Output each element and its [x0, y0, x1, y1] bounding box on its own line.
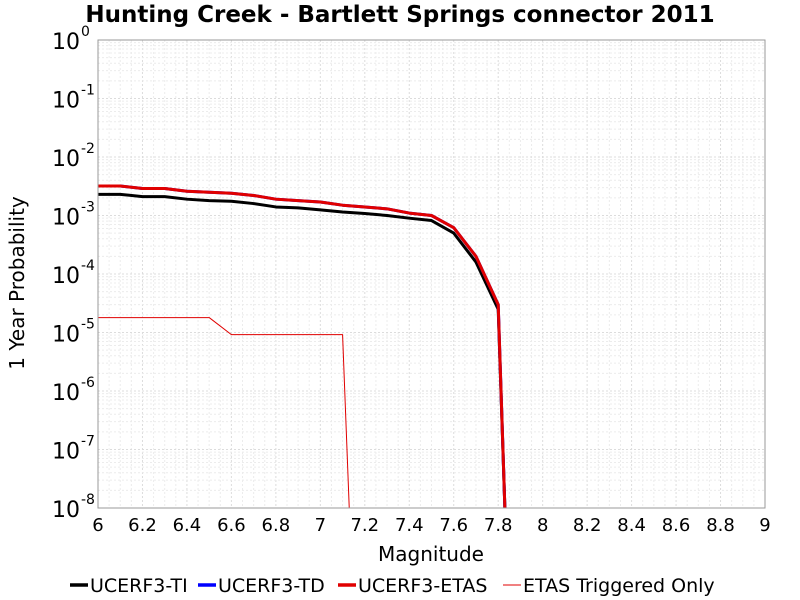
x-tick-label: 7.2 — [350, 515, 379, 536]
x-tick-label: 8.6 — [662, 515, 691, 536]
y-tick-exponent: -5 — [81, 317, 95, 333]
legend: UCERF3-TI UCERF3-TD UCERF3-ETAS ETAS Trigge… — [70, 575, 715, 597]
legend-label: UCERF3-TD — [218, 575, 325, 597]
y-tick-label: 10 -2 — [52, 141, 95, 172]
y-tick-base: 10 — [52, 440, 80, 465]
y-tick-base: 10 — [52, 381, 80, 406]
x-tick-label: 8.4 — [617, 515, 646, 536]
x-tick-label: 6.4 — [173, 515, 202, 536]
legend-item: UCERF3-ETAS — [338, 575, 487, 597]
series-line-ucerf3-ti — [98, 192, 507, 508]
y-tick-base: 10 — [52, 323, 80, 348]
chart-title: Hunting Creek - Bartlett Springs connect… — [85, 2, 714, 28]
y-tick-label: 10 -6 — [52, 375, 95, 406]
y-tick-exponent: -7 — [81, 434, 95, 450]
legend-label: ETAS Triggered Only — [523, 575, 715, 597]
legend-item: ETAS Triggered Only — [503, 575, 715, 597]
x-tick-labels: 6 6.2 6.4 6.6 6.8 7 7.2 7.4 7.6 7.8 8 8.2 8.4 8.6 8.8 9 — [92, 515, 770, 536]
y-tick-exponent: -1 — [81, 83, 95, 99]
y-tick-base: 10 — [52, 89, 80, 114]
x-tick-label: 7 — [315, 515, 326, 536]
y-tick-exponent: -8 — [81, 492, 95, 508]
y-tick-base: 10 — [52, 206, 80, 231]
x-tick-label: 7.8 — [484, 515, 513, 536]
y-axis-title: 1 Year Probability — [5, 196, 29, 370]
y-tick-label: 10 -7 — [52, 434, 95, 465]
x-axis-title: Magnitude — [378, 542, 484, 566]
x-tick-label: 6 — [92, 515, 103, 536]
series-line-etas-triggered-only — [98, 317, 350, 508]
grid-layer — [97, 40, 766, 509]
series-line-ucerf3-etas — [98, 184, 507, 508]
y-tick-base: 10 — [52, 30, 80, 55]
x-tick-label: 6.6 — [217, 515, 246, 536]
x-tick-label: 7.4 — [395, 515, 424, 536]
y-tick-base: 10 — [52, 498, 80, 523]
x-tick-label: 9 — [759, 515, 770, 536]
y-tick-label: 10 -8 — [52, 492, 95, 523]
y-tick-exponent: -6 — [81, 375, 95, 391]
x-tick-label: 6.8 — [262, 515, 291, 536]
x-tick-label: 7.6 — [439, 515, 468, 536]
x-tick-label: 8.8 — [706, 515, 735, 536]
y-tick-label: 10 -4 — [52, 258, 95, 289]
y-tick-label: 10 -5 — [52, 317, 95, 348]
y-tick-exponent: 0 — [81, 24, 90, 40]
y-tick-label: 10 0 — [52, 24, 90, 55]
x-tick-label: 8.2 — [573, 515, 602, 536]
y-tick-exponent: -3 — [81, 200, 95, 216]
legend-label: UCERF3-TI — [90, 575, 188, 597]
x-tick-label: 8 — [537, 515, 548, 536]
legend-item: UCERF3-TD — [198, 575, 325, 597]
y-tick-label: 10 -3 — [52, 200, 95, 231]
series-layer — [98, 184, 507, 508]
y-tick-base: 10 — [52, 147, 80, 172]
legend-item: UCERF3-TI — [70, 575, 188, 597]
y-tick-base: 10 — [52, 264, 80, 289]
y-tick-exponent: -2 — [81, 141, 95, 157]
y-tick-exponent: -4 — [81, 258, 95, 274]
y-tick-label: 10 -1 — [52, 83, 95, 114]
x-tick-label: 6.2 — [128, 515, 157, 536]
legend-label: UCERF3-ETAS — [358, 575, 487, 597]
plot-area-border — [97, 39, 766, 509]
